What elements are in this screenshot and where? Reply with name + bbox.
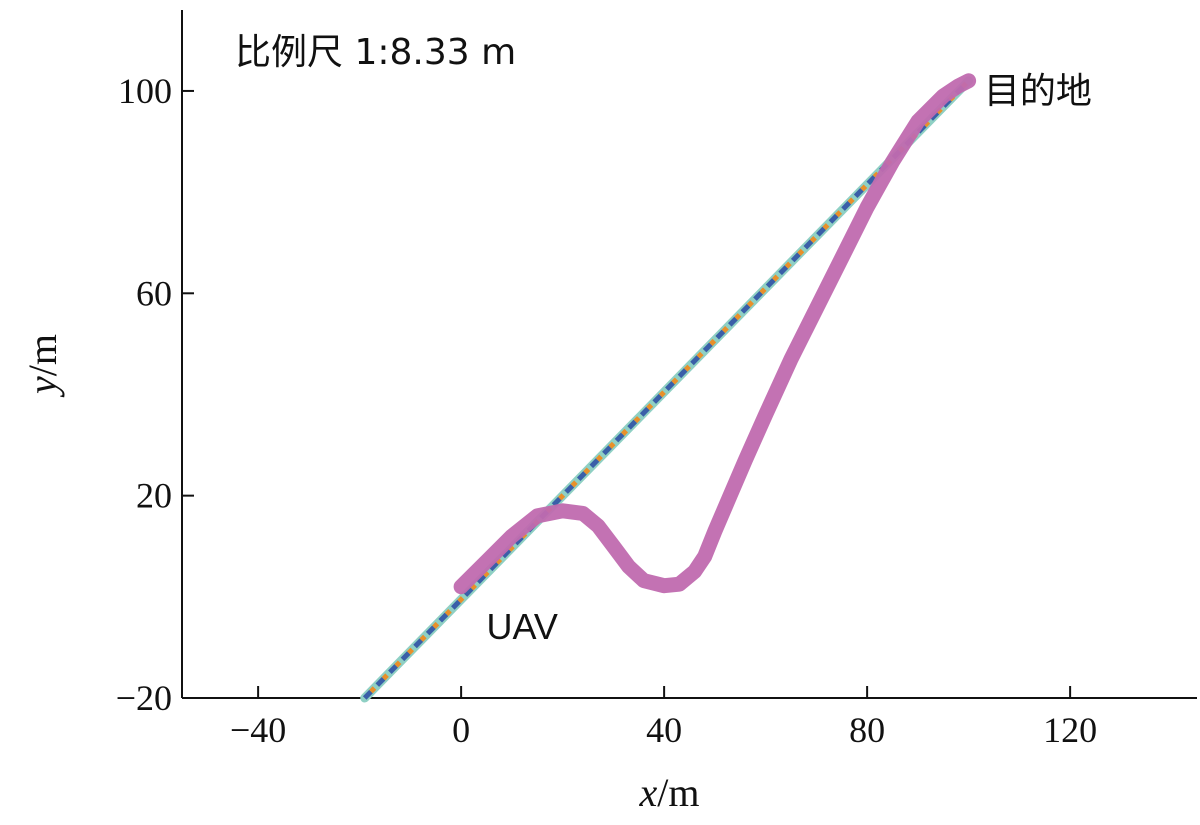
path-line-straight-base: [360, 76, 974, 703]
x-tick-label: −40: [230, 710, 286, 750]
series-group: [360, 73, 977, 703]
path-line-curved: [453, 73, 977, 595]
y-tick-label: −20: [116, 678, 172, 718]
y-tick-label: 20: [136, 476, 172, 516]
x-tick-label: 40: [646, 710, 682, 750]
axes: [181, 10, 1197, 699]
labels-group: −40 0 40 80 120 −20 20 60 100 x/m y/m UAV 目的地: [20, 71, 1097, 815]
x-axis-label: x/m: [639, 770, 700, 815]
x-tick-label: 80: [849, 710, 885, 750]
y-tick-label: 100: [118, 71, 172, 111]
annotation-destination: 目的地: [984, 71, 1092, 112]
x-tick-label: 120: [1043, 710, 1097, 750]
y-axis-label: y/m: [20, 334, 65, 398]
y-tick-label: 60: [136, 273, 172, 313]
scale-label: 比例尺 1:8.33 m: [235, 32, 516, 73]
annotation-uav: UAV: [487, 606, 558, 647]
x-tick-label: 0: [452, 710, 470, 750]
